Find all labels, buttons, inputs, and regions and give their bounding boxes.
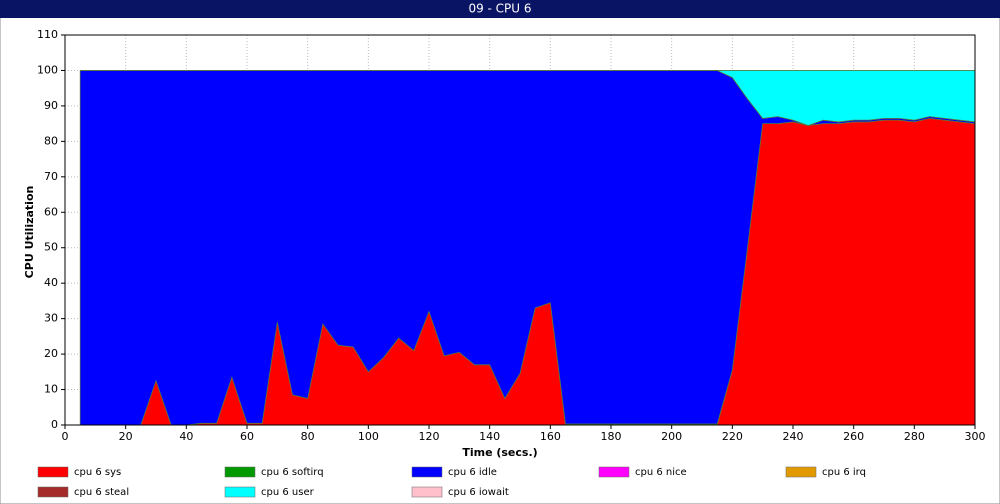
legend-swatch	[224, 486, 256, 498]
plot-border	[64, 34, 976, 426]
y-tick-label: 20	[44, 347, 58, 360]
y-tick-label: 30	[44, 312, 58, 325]
x-axis-title: Time (secs.)	[462, 446, 537, 459]
y-axis-title: CPU Utilization	[23, 186, 36, 279]
x-tick-label: 0	[62, 430, 69, 443]
x-tick-label: 60	[240, 430, 254, 443]
y-tick-label: 90	[44, 99, 58, 112]
x-tick-label: 220	[722, 430, 743, 443]
y-tick-label: 10	[44, 383, 58, 396]
legend-label: cpu 6 steal	[74, 487, 129, 498]
x-tick-label: 260	[843, 430, 864, 443]
y-tick-label: 80	[44, 134, 58, 147]
legend-swatch	[598, 466, 630, 478]
legend-swatch	[37, 486, 69, 498]
x-tick-label: 120	[419, 430, 440, 443]
x-tick-label: 20	[119, 430, 133, 443]
legend-label: cpu 6 iowait	[448, 487, 509, 498]
legend-swatch	[224, 466, 256, 478]
legend-swatch	[411, 466, 443, 478]
legend-label: cpu 6 nice	[635, 467, 687, 478]
x-tick-label: 40	[179, 430, 193, 443]
y-tick-label: 40	[44, 276, 58, 289]
title-bar	[0, 0, 1000, 18]
y-tick-label: 50	[44, 241, 58, 254]
legend-swatch	[785, 466, 817, 478]
x-tick-label: 200	[661, 430, 682, 443]
legend-label: cpu 6 user	[261, 487, 315, 498]
x-tick-label: 300	[965, 430, 986, 443]
legend-swatch	[411, 486, 443, 498]
legend-label: cpu 6 idle	[448, 467, 497, 478]
y-tick-label: 100	[37, 63, 58, 76]
y-tick-label: 70	[44, 170, 58, 183]
x-tick-label: 180	[601, 430, 622, 443]
x-tick-label: 280	[904, 430, 925, 443]
y-tick-label: 110	[37, 28, 58, 41]
legend-label: cpu 6 irq	[822, 467, 866, 478]
y-tick-label: 60	[44, 205, 58, 218]
legend-label: cpu 6 softirq	[261, 467, 324, 478]
y-tick-label: 0	[51, 418, 58, 431]
legend-swatch	[37, 466, 69, 478]
x-tick-label: 140	[479, 430, 500, 443]
x-tick-label: 100	[358, 430, 379, 443]
x-tick-label: 160	[540, 430, 561, 443]
x-tick-label: 80	[301, 430, 315, 443]
window-title: 09 - CPU 6	[468, 2, 531, 16]
legend-label: cpu 6 sys	[74, 467, 121, 478]
x-tick-label: 240	[783, 430, 804, 443]
